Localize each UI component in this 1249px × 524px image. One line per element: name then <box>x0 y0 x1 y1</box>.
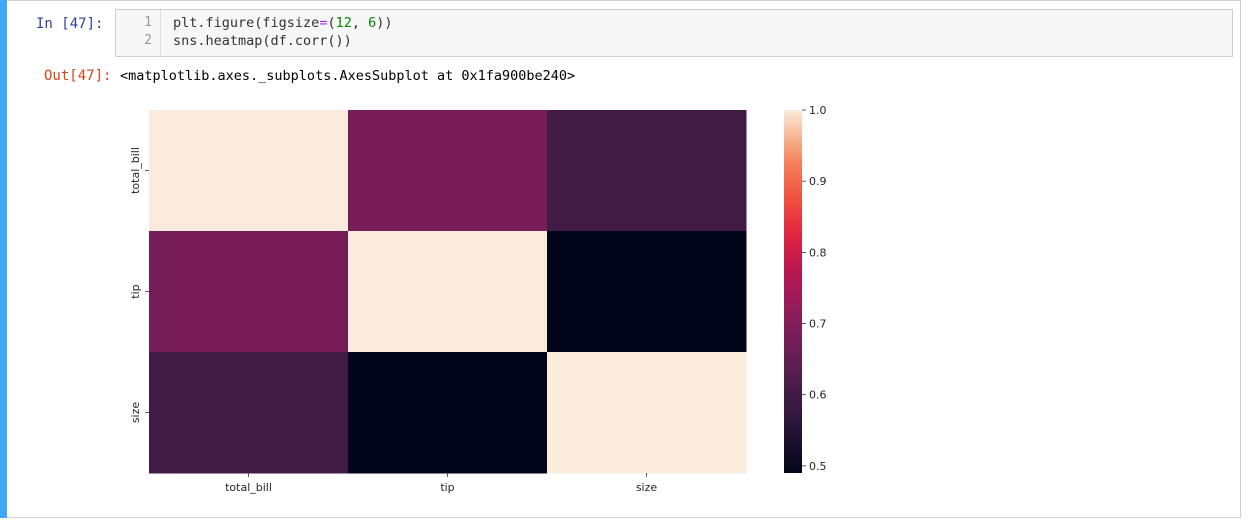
code-line-2[interactable]: sns.heatmap(df.corr()) <box>173 33 352 49</box>
code-token: , <box>351 15 369 31</box>
colorbar <box>784 110 802 473</box>
colorbar-tick-label: 1.0 <box>809 104 827 117</box>
x-tick-label: tip <box>440 481 454 494</box>
code-editor[interactable]: 1 2 plt.figure(figsize=(12, 6)) sns.heat… <box>115 9 1233 57</box>
output-text: <matplotlib.axes._subplots.AxesSubplot a… <box>120 68 576 84</box>
line-number-gutter: 1 2 <box>116 10 161 56</box>
y-tick-label: tip <box>129 284 142 298</box>
heatmap-cell-size-tip <box>348 352 548 474</box>
heatmap-cell-size-size <box>547 352 747 474</box>
colorbar-tick-label: 0.8 <box>809 246 827 259</box>
colorbar-tick-label: 0.5 <box>809 460 827 473</box>
input-prompt: In [47]: <box>36 16 104 32</box>
heatmap-cell-total_bill-total_bill <box>149 110 349 232</box>
code-token: plt.figure(figsize <box>173 15 320 31</box>
y-tick-label: size <box>129 402 142 424</box>
code-operator: = <box>319 15 328 31</box>
code-token: ( <box>327 15 336 31</box>
code-token: )) <box>376 15 393 31</box>
colorbar-tick-label: 0.7 <box>809 318 827 331</box>
colorbar-tick-label: 0.9 <box>809 175 827 188</box>
heatmap-cell-tip-total_bill <box>149 231 349 353</box>
y-tick-label: total_bill <box>129 147 142 194</box>
code-number: 6 <box>368 15 377 31</box>
output-prompt: Out[47]: <box>44 68 112 84</box>
code-number: 12 <box>335 15 352 31</box>
heatmap-cell-tip-size <box>547 231 747 353</box>
heatmap-cell-size-total_bill <box>149 352 349 474</box>
code-line-1[interactable]: plt.figure(figsize=(12, 6)) <box>173 15 393 31</box>
heatmap-cell-tip-tip <box>348 231 548 353</box>
x-tick-label: size <box>636 481 658 494</box>
line-number: 2 <box>144 33 152 48</box>
heatmap-cell-total_bill-size <box>547 110 747 232</box>
x-tick-label: total_bill <box>225 481 272 494</box>
line-number: 1 <box>144 15 152 30</box>
heatmap-cell-total_bill-tip <box>348 110 548 232</box>
selected-cell-indicator <box>0 0 7 518</box>
colorbar-tick-label: 0.6 <box>809 389 827 402</box>
